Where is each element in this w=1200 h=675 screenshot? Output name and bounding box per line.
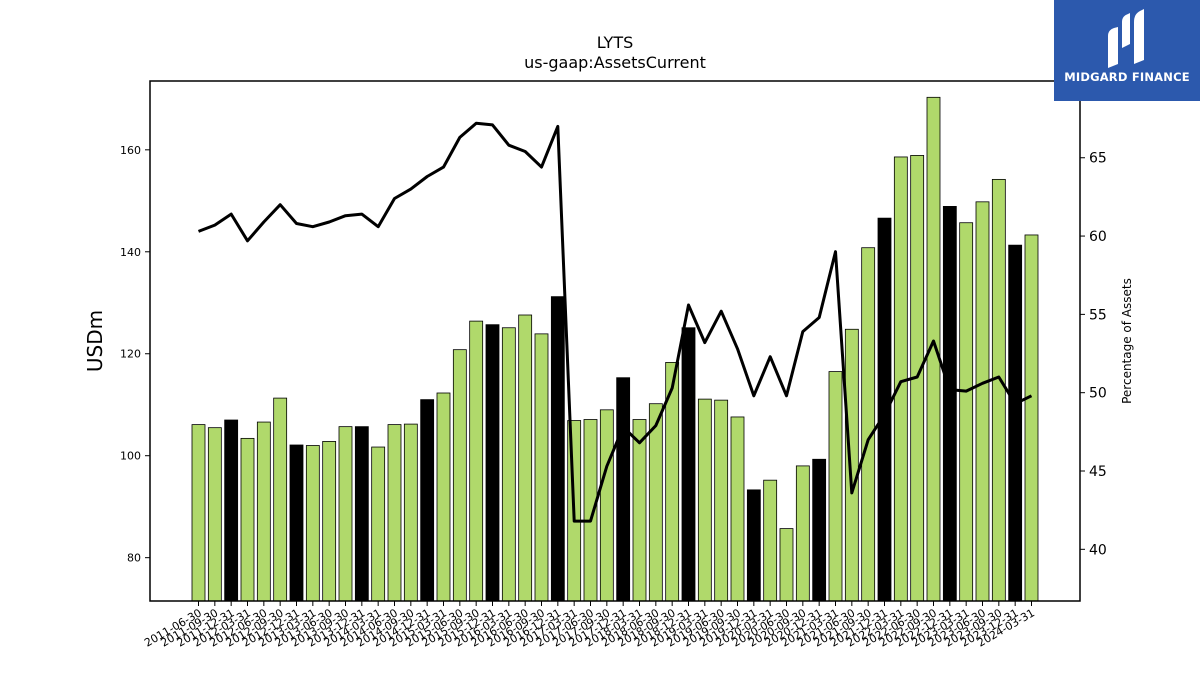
bar-2020-03-31	[763, 479, 778, 602]
brand-name: MIDGARD FINANCE	[1064, 70, 1190, 84]
bar-2021-06-30	[844, 328, 859, 602]
bar-2023-12-31	[1008, 244, 1023, 602]
y2-axis-label: Percentage of Assets	[1120, 278, 1134, 404]
y-tick-label: 140	[120, 246, 141, 259]
bar-2011-09-30	[207, 427, 222, 602]
bar-2016-12-31	[550, 296, 565, 602]
bar-2016-09-30	[534, 333, 549, 602]
bar-2013-09-30	[338, 426, 353, 602]
bar-2014-03-31	[371, 446, 386, 602]
y-tick-label: 160	[120, 144, 141, 157]
bar-2011-12-31	[224, 419, 239, 602]
bar-2015-12-31	[485, 324, 500, 602]
percent-of-assets-line	[197, 121, 1033, 523]
bar-2014-06-30	[387, 424, 402, 602]
bar-series	[191, 96, 1039, 602]
y2-tick-label: 40	[1089, 542, 1107, 558]
bar-2014-09-30	[403, 423, 418, 602]
bar-2017-12-31	[616, 377, 631, 602]
bar-2019-12-31	[746, 489, 761, 602]
bar-2018-03-31	[632, 419, 647, 602]
y2-tick-label: 45	[1089, 464, 1107, 480]
bar-2020-09-30	[795, 465, 810, 602]
bar-2015-03-31	[436, 392, 451, 602]
bar-2019-09-30	[730, 416, 745, 602]
brand-logo: MIDGARD FINANCE	[1054, 0, 1200, 101]
bar-2018-06-30	[648, 403, 663, 602]
bar-2023-09-30	[991, 178, 1006, 602]
bar-2022-12-31	[942, 206, 957, 602]
bar-2021-03-31	[828, 371, 843, 602]
y2-tick-label: 60	[1089, 229, 1107, 245]
bar-2017-09-30	[599, 409, 614, 602]
bar-2013-03-31	[305, 445, 320, 602]
y-tick-label: 80	[127, 552, 141, 565]
chart-title: LYTS	[597, 33, 634, 52]
bar-2012-09-30	[273, 397, 288, 602]
plot-frame	[149, 80, 1081, 602]
bar-2011-06-30	[191, 424, 206, 602]
bar-2014-12-31	[420, 399, 435, 602]
y2-tick-label: 65	[1089, 151, 1107, 167]
bar-2023-03-31	[959, 222, 974, 602]
bar-2024-03-31	[1024, 234, 1039, 602]
bar-2020-12-31	[812, 458, 827, 602]
y-axis-label: USDm	[83, 310, 107, 372]
axis-ticks: 2011-06-302011-09-302011-12-312012-03-31…	[120, 144, 1107, 650]
bar-2020-06-30	[779, 528, 794, 602]
bar-2015-09-30	[469, 320, 484, 602]
bar-2018-12-31	[681, 327, 696, 602]
bar-2012-12-31	[289, 444, 304, 602]
bar-2021-09-30	[861, 247, 876, 602]
bar-2021-12-31	[877, 217, 892, 602]
bar-2019-03-31	[697, 398, 712, 602]
bar-2013-06-30	[322, 441, 337, 602]
bar-2016-06-30	[518, 314, 533, 602]
y-tick-label: 100	[120, 450, 141, 463]
bar-2016-03-31	[501, 327, 516, 602]
y2-tick-label: 55	[1089, 307, 1107, 323]
brand-logo-icon	[1108, 9, 1144, 68]
bar-2012-06-30	[256, 421, 271, 602]
bar-2012-03-31	[240, 437, 255, 602]
bar-2013-12-31	[354, 426, 369, 602]
y2-tick-label: 50	[1089, 386, 1107, 402]
bar-2019-06-30	[714, 399, 729, 602]
bar-2023-06-30	[975, 201, 990, 602]
chart-subtitle: us-gaap:AssetsCurrent	[524, 53, 706, 72]
bar-2015-06-30	[452, 349, 467, 602]
y-tick-label: 120	[120, 348, 141, 361]
